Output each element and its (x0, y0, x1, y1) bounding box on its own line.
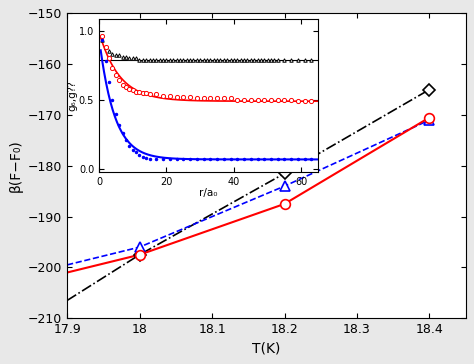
Y-axis label: β(F−F₀): β(F−F₀) (9, 139, 22, 192)
X-axis label: T(K): T(K) (252, 342, 281, 356)
